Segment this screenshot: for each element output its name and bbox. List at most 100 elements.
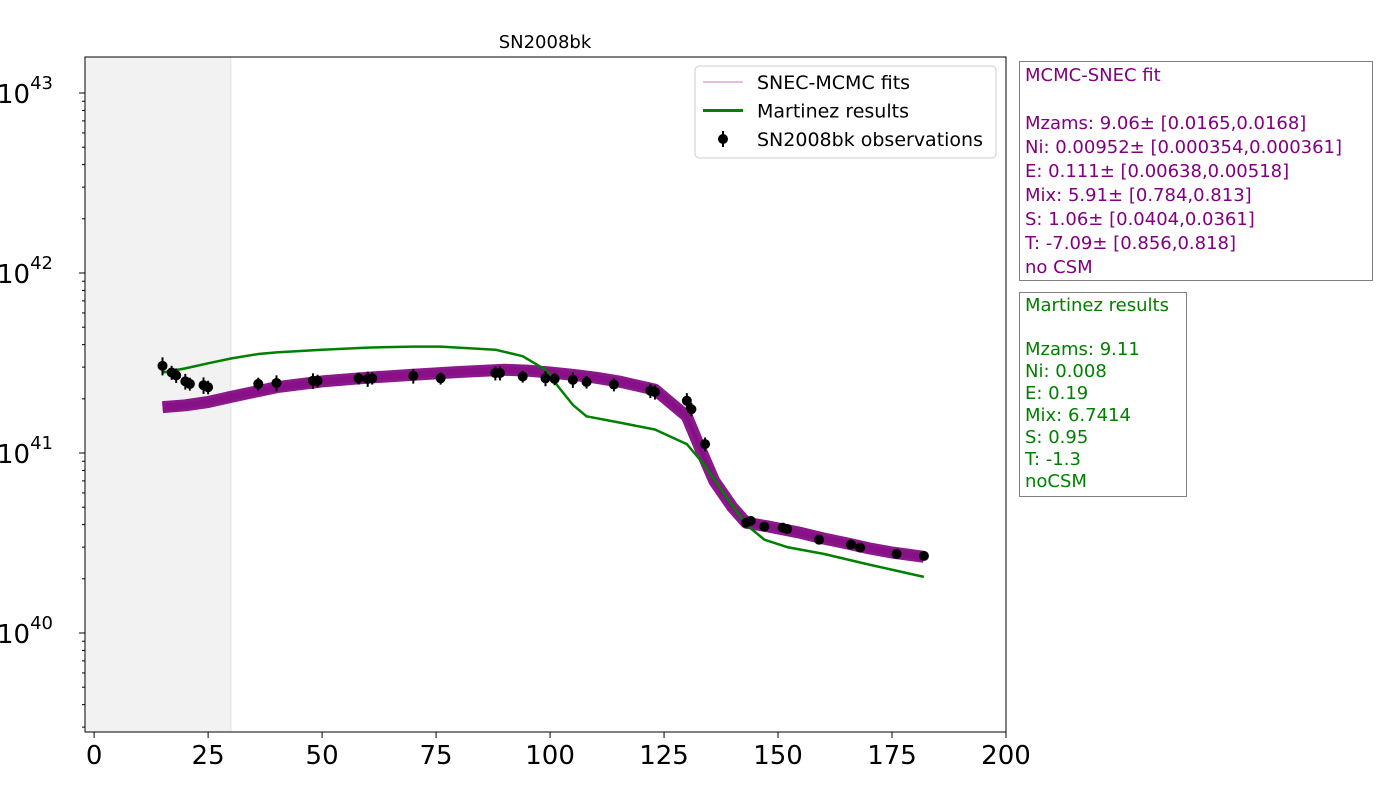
observation-point xyxy=(782,524,793,535)
observation-point xyxy=(649,385,660,400)
observation-marker xyxy=(312,375,323,386)
mcmc-param-e: E: 0.111± [0.00638,0.00518] xyxy=(1025,161,1290,182)
mcmc-fit-title: MCMC-SNEC fit xyxy=(1025,65,1161,86)
y-tick-exponent: 43 xyxy=(30,73,53,94)
martinez-param-mix: Mix: 6.7414 xyxy=(1025,405,1131,426)
observation-point xyxy=(700,437,711,452)
observation-point xyxy=(184,377,195,391)
martinez-param-e: E: 0.19 xyxy=(1025,383,1089,404)
observation-marker xyxy=(649,387,660,398)
y-tick-label: 1041 xyxy=(0,433,53,470)
mcmc-fit-draw-3 xyxy=(162,366,925,557)
observation-marker xyxy=(681,395,692,406)
mcmc-param-mzams: Mzams: 9.06± [0.0165,0.0168] xyxy=(1025,113,1307,134)
observation-point xyxy=(171,368,182,383)
y-tick-exponent: 42 xyxy=(30,253,53,274)
observation-point xyxy=(435,372,446,385)
observation-point xyxy=(608,378,619,392)
observation-marker xyxy=(567,374,578,385)
legend-frame xyxy=(694,65,997,159)
martinez-param-s: S: 0.95 xyxy=(1025,427,1089,448)
observation-marker xyxy=(517,371,528,382)
observation-point xyxy=(540,371,551,387)
x-tick-label: 50 xyxy=(306,741,339,771)
observation-marker xyxy=(367,373,378,384)
observation-point xyxy=(745,515,756,526)
observation-point xyxy=(855,542,866,553)
martinez-param-t: T: -1.3 xyxy=(1025,449,1081,470)
legend-label-2: SN2008bk observations xyxy=(757,129,983,151)
observation-marker xyxy=(171,370,182,381)
observation-marker xyxy=(253,378,264,389)
legend-label-0: SNEC-MCMC fits xyxy=(757,72,910,94)
y-tick-exponent: 40 xyxy=(30,613,53,634)
observation-point xyxy=(549,373,560,386)
shaded-region xyxy=(85,57,232,732)
observation-marker xyxy=(891,548,902,559)
observation-marker xyxy=(435,373,446,384)
x-tick-label: 0 xyxy=(86,741,103,771)
observation-point xyxy=(157,357,168,376)
plot-area xyxy=(85,57,929,732)
martinez-results-line xyxy=(162,345,925,579)
y-tick-label: 1042 xyxy=(0,253,53,290)
observation-point xyxy=(271,375,282,392)
martinez-param-ni: Ni: 0.008 xyxy=(1025,361,1107,382)
observation-marker xyxy=(203,382,214,393)
observation-marker xyxy=(494,368,505,379)
mcmc-fit-box: MCMC-SNEC fit Mzams: 9.06± [0.0165,0.016… xyxy=(1019,61,1373,281)
mcmc-param-s: S: 1.06± [0.0404,0.0361] xyxy=(1025,209,1255,230)
observation-marker xyxy=(700,439,711,450)
mcmc-param-csm: no CSM xyxy=(1025,257,1093,278)
martinez-results-title: Martinez results xyxy=(1025,295,1169,316)
x-tick-label: 75 xyxy=(420,741,453,771)
observation-marker xyxy=(759,521,770,532)
observation-marker xyxy=(782,524,793,535)
observation-marker xyxy=(157,360,168,371)
mcmc-param-t: T: -7.09± [0.856,0.818] xyxy=(1025,233,1237,254)
observation-point xyxy=(686,402,697,417)
x-tick-label: 125 xyxy=(639,741,689,771)
observation-point xyxy=(367,372,378,385)
observation-marker xyxy=(855,542,866,553)
observation-point xyxy=(517,370,528,383)
y-tick-label: 1043 xyxy=(0,73,53,110)
observation-point xyxy=(567,372,578,388)
observation-point xyxy=(814,534,825,545)
observation-marker xyxy=(540,373,551,384)
observation-point xyxy=(845,539,856,550)
observation-point xyxy=(353,372,364,385)
chart-title: SN2008bk xyxy=(499,32,592,53)
observation-marker xyxy=(581,376,592,387)
legend-label-1: Martinez results xyxy=(757,101,909,123)
observation-marker xyxy=(608,379,619,390)
legend: SNEC-MCMC fits Martinez results SN2008bk o… xyxy=(694,65,997,159)
x-tick-label: 200 xyxy=(981,741,1031,771)
observation-point xyxy=(408,368,419,384)
observation-marker xyxy=(686,404,697,415)
martinez-param-mzams: Mzams: 9.11 xyxy=(1025,339,1140,360)
y-tick-exponent: 41 xyxy=(30,433,53,454)
observation-marker xyxy=(271,377,282,388)
observation-marker xyxy=(353,373,364,384)
observation-marker xyxy=(549,373,560,384)
y-tick-label: 1040 xyxy=(0,613,53,650)
mcmc-param-ni: Ni: 0.00952± [0.000354,0.000361] xyxy=(1025,137,1343,158)
observation-point xyxy=(581,375,592,389)
mcmc-fit-band xyxy=(162,363,925,563)
x-tick-label: 25 xyxy=(192,741,225,771)
x-tick-label: 100 xyxy=(525,741,575,771)
observation-point xyxy=(681,393,692,410)
x-tick-label: 175 xyxy=(867,741,917,771)
mcmc-fit-draw-2 xyxy=(162,367,925,558)
observation-marker xyxy=(814,534,825,545)
observation-marker xyxy=(184,378,195,389)
observation-point xyxy=(253,377,264,391)
legend-swatch-marker xyxy=(718,134,728,144)
observation-marker xyxy=(918,550,929,561)
plot-frame xyxy=(84,56,1007,733)
observation-point xyxy=(203,380,214,395)
martinez-param-csm: noCSM xyxy=(1025,471,1087,492)
mcmc-param-mix: Mix: 5.91± [0.784,0.813] xyxy=(1025,185,1252,206)
